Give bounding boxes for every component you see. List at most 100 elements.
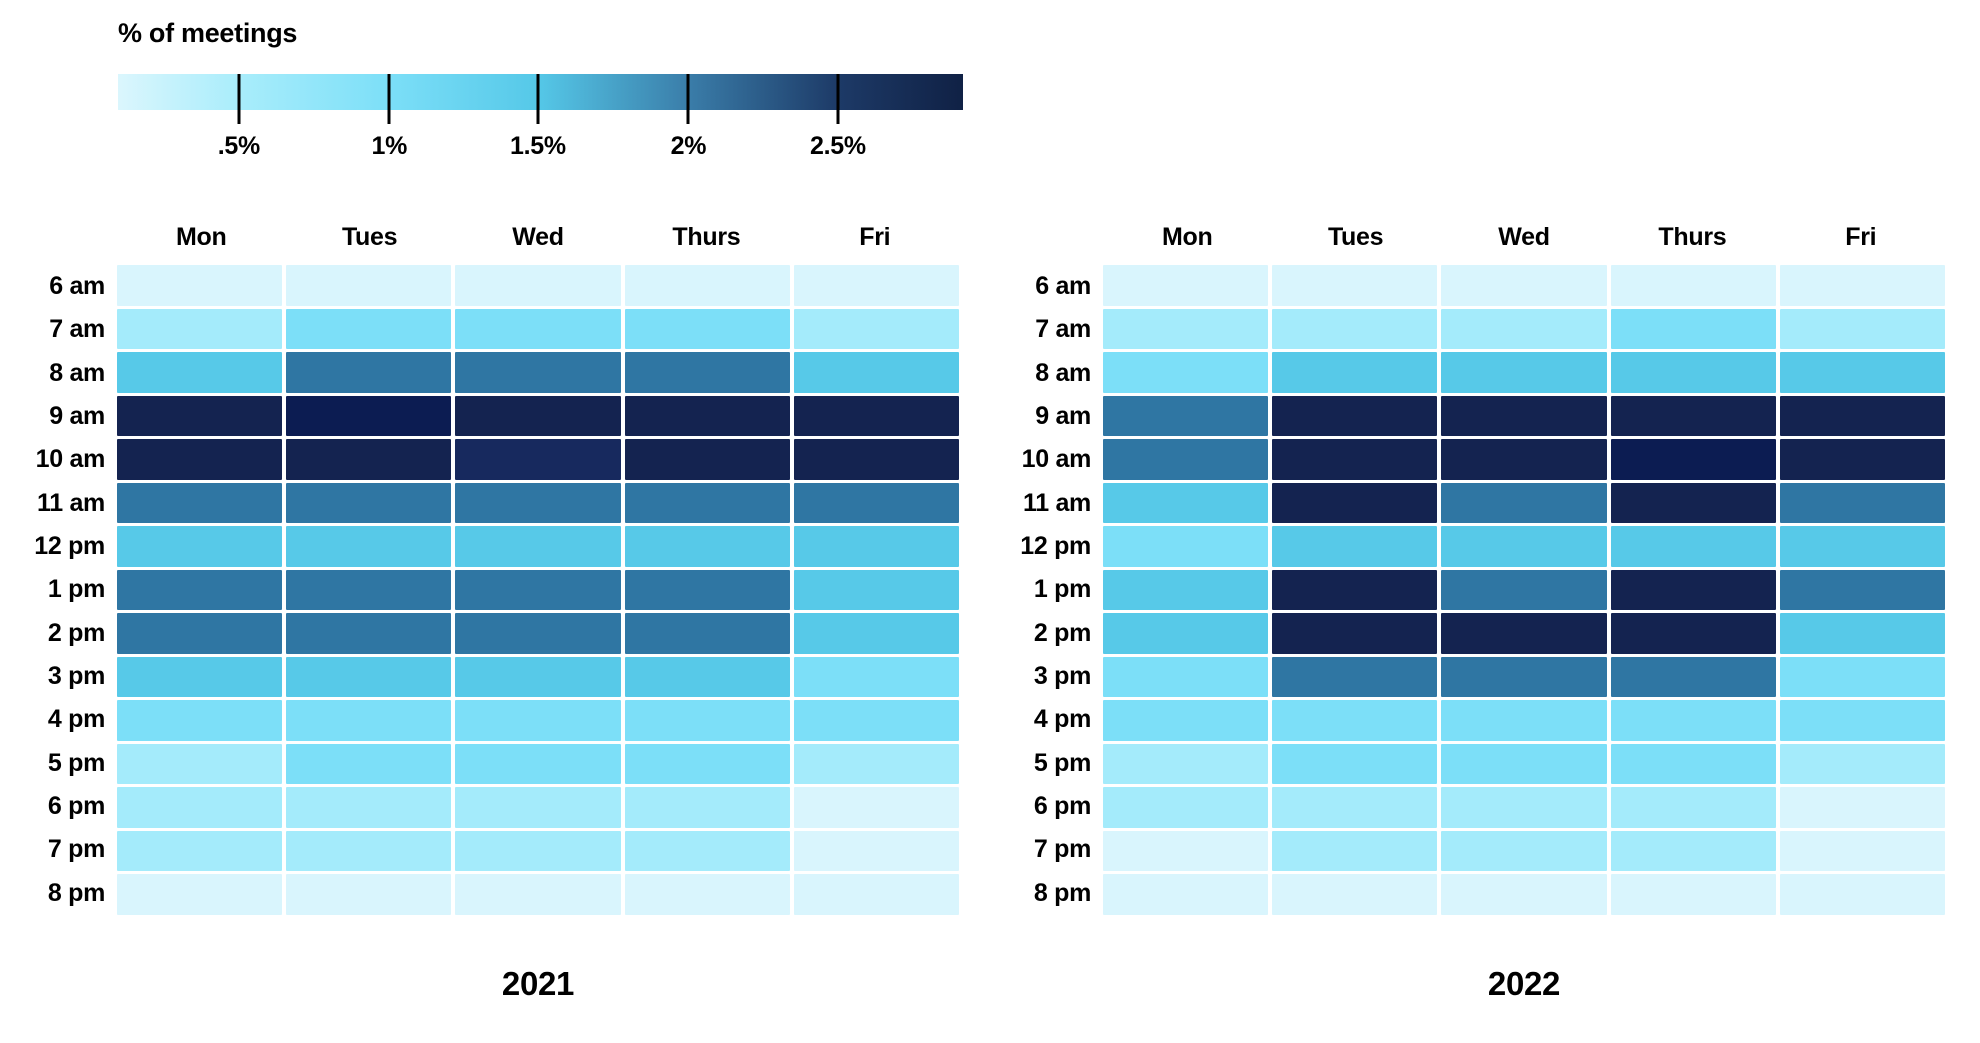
cell-2021-6pm-mon [117, 787, 283, 828]
cell-2022-1pm-fri [1779, 569, 1945, 611]
legend-tick-label: 2.5% [810, 132, 866, 160]
cell-2022-3pm-fri [1779, 656, 1945, 698]
legend-gradient-bar [118, 74, 963, 110]
cell-2022-11am-tues [1272, 482, 1438, 524]
cell-2021-7pm-mon [117, 830, 283, 872]
cell-2021-9am-wed [455, 395, 621, 437]
cell-2022-5pm-fri [1779, 743, 1945, 785]
legend-title: % of meetings [118, 18, 298, 48]
cell-2021-7pm-wed [455, 830, 621, 872]
row-label-11am: 11 am [36, 488, 105, 517]
cell-2022-9am-tues [1272, 395, 1438, 437]
column-header-tues: Tues [341, 222, 398, 251]
cell-2022-9am-thurs [1610, 395, 1776, 437]
cell-2021-8pm-wed [455, 874, 621, 915]
cell-2021-2pm-mon [117, 613, 283, 654]
cell-2022-8am-mon [1103, 352, 1269, 393]
cell-2022-2pm-mon [1103, 613, 1269, 654]
cell-2022-5pm-tues [1272, 743, 1438, 785]
column-header-mon: Mon [175, 222, 227, 251]
cell-2021-3pm-wed [455, 656, 621, 698]
cell-2022-9am-wed [1441, 395, 1607, 437]
cell-2022-9am-fri [1779, 395, 1945, 437]
cell-2022-7am-tues [1272, 308, 1438, 350]
column-header-fri: Fri [859, 222, 891, 251]
cell-2021-7am-mon [117, 308, 283, 350]
cell-2022-7pm-wed [1441, 830, 1607, 872]
row-label-10am: 10 am [1021, 445, 1092, 474]
cell-2021-10am-mon [117, 439, 283, 480]
cell-2022-1pm-mon [1103, 569, 1269, 611]
row-label-7am: 7 am [1035, 315, 1091, 344]
row-label-3pm: 3 pm [1033, 662, 1091, 691]
cell-2021-2pm-tues [286, 613, 452, 654]
row-label-9am: 9 am [49, 402, 105, 431]
cell-2021-11am-wed [455, 482, 621, 524]
cell-2021-10am-thurs [624, 439, 790, 480]
cell-2022-6am-fri [1779, 265, 1945, 306]
cell-2022-7am-thurs [1610, 308, 1776, 350]
cell-2021-12pm-tues [286, 526, 452, 567]
cell-2022-7am-wed [1441, 308, 1607, 350]
row-label-12pm: 12 pm [34, 532, 105, 561]
cell-2021-4pm-fri [793, 700, 959, 741]
cell-2021-6pm-wed [455, 787, 621, 828]
cell-2021-9am-fri [793, 395, 959, 437]
cell-2022-9am-mon [1103, 395, 1269, 437]
cell-2022-4pm-wed [1441, 700, 1607, 741]
cell-2022-5pm-wed [1441, 743, 1607, 785]
cell-2021-1pm-thurs [624, 569, 790, 611]
column-header-fri: Fri [1845, 222, 1877, 251]
cell-2021-11am-thurs [624, 482, 790, 524]
cell-2021-6am-mon [117, 265, 283, 306]
row-label-6am: 6 am [49, 272, 105, 301]
cell-2021-8am-wed [455, 352, 621, 393]
cell-2021-2pm-thurs [624, 613, 790, 654]
cell-2022-12pm-fri [1779, 526, 1945, 567]
cell-2022-7pm-tues [1272, 830, 1438, 872]
cell-2022-4pm-mon [1103, 700, 1269, 741]
cell-2021-11am-fri [793, 482, 959, 524]
legend-tick-line [536, 74, 540, 124]
legend-tick-label: .5% [217, 132, 260, 160]
cell-2021-8pm-thurs [624, 874, 790, 915]
cell-2022-12pm-mon [1103, 526, 1269, 567]
cell-2022-4pm-fri [1779, 700, 1945, 741]
cell-2021-6am-tues [286, 265, 452, 306]
row-label-6pm: 6 pm [47, 792, 105, 821]
cell-2022-11am-mon [1103, 482, 1269, 524]
cell-2022-10am-thurs [1610, 439, 1776, 480]
row-label-8pm: 8 pm [47, 878, 105, 907]
chart-title-2021: 2021 [501, 965, 575, 1002]
cell-2021-1pm-mon [117, 569, 283, 611]
cell-2021-11am-tues [286, 482, 452, 524]
row-label-8pm: 8 pm [1033, 878, 1091, 907]
row-label-7am: 7 am [49, 315, 105, 344]
cell-2021-3pm-thurs [624, 656, 790, 698]
cell-2021-1pm-fri [793, 569, 959, 611]
row-label-12pm: 12 pm [1020, 532, 1091, 561]
cell-2021-8pm-fri [793, 874, 959, 915]
row-label-8am: 8 am [49, 358, 105, 387]
cell-2021-12pm-mon [117, 526, 283, 567]
cell-2021-6pm-tues [286, 787, 452, 828]
cell-2022-11am-wed [1441, 482, 1607, 524]
cell-2021-10am-fri [793, 439, 959, 480]
cell-2022-11am-thurs [1610, 482, 1776, 524]
cell-2021-4pm-wed [455, 700, 621, 741]
legend-tick-line [836, 74, 840, 124]
cell-2021-8am-fri [793, 352, 959, 393]
row-label-1pm: 1 pm [1033, 575, 1091, 604]
cell-2021-12pm-thurs [624, 526, 790, 567]
cell-2022-5pm-mon [1103, 743, 1269, 785]
cell-2021-6am-thurs [624, 265, 790, 306]
cell-2021-4pm-tues [286, 700, 452, 741]
cell-2022-6pm-mon [1103, 787, 1269, 828]
row-label-7pm: 7 pm [1033, 835, 1091, 864]
row-label-4pm: 4 pm [1033, 705, 1091, 734]
cell-2021-1pm-wed [455, 569, 621, 611]
row-label-6am: 6 am [1035, 272, 1091, 301]
cell-2022-6am-thurs [1610, 265, 1776, 306]
column-header-tues: Tues [1327, 222, 1384, 251]
cell-2022-8pm-fri [1779, 874, 1945, 915]
